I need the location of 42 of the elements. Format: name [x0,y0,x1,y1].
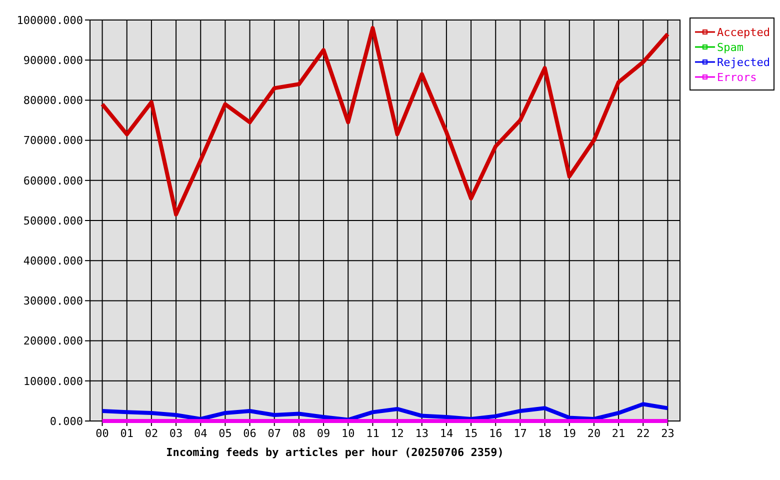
y-tick-label: 50000.000 [23,214,83,228]
y-tick-label: 60000.000 [23,174,83,188]
x-tick-label: 04 [194,427,208,440]
x-tick-label: 09 [316,427,330,440]
x-tick-label: 02 [144,427,158,440]
y-tick-label: 80000.000 [23,94,83,108]
y-tick-label: 30000.000 [23,294,83,308]
x-tick-label: 12 [390,427,404,440]
legend-label: Spam [717,40,744,54]
x-tick-label: 14 [440,427,454,440]
x-tick-label: 19 [562,427,576,440]
y-tick-label: 10000.000 [23,374,83,388]
line-series [100,26,670,216]
x-tick-label: 01 [120,427,134,440]
legend-label: Rejected [717,56,770,69]
x-tick-label: 20 [587,427,601,440]
x-tick-label: 16 [489,427,502,440]
x-tick-label: 17 [514,427,527,440]
x-tick-label: 22 [636,427,650,440]
x-tick-label: 00 [96,427,109,440]
y-tick-label: 0.000 [50,414,83,428]
y-tick-label: 40000.000 [23,254,83,268]
x-tick-label: 15 [464,427,478,440]
x-tick-label: 05 [218,427,232,440]
y-tick-label: 70000.000 [23,134,83,148]
y-tick-label: 20000.000 [23,334,83,348]
legend-label: Errors [717,70,757,84]
legend-label: Accepted [717,26,770,39]
y-tick-label: 100000.000 [16,14,83,27]
x-tick-label: 23 [661,427,674,440]
x-tick-label: 08 [292,427,306,440]
x-tick-label: 06 [243,427,256,440]
line-series [100,402,670,422]
x-axis-title: Incoming feeds by articles per hour (20250706 2359) [166,446,504,459]
y-tick-label: 90000.000 [23,54,83,67]
x-tick-label: 18 [538,427,552,440]
x-tick-label: 10 [342,427,355,440]
x-tick-label: 07 [268,427,281,440]
x-tick-label: 11 [366,427,380,440]
x-tick-label: 03 [169,427,183,440]
x-tick-label: 13 [415,427,428,440]
x-tick-label: 21 [612,427,626,440]
